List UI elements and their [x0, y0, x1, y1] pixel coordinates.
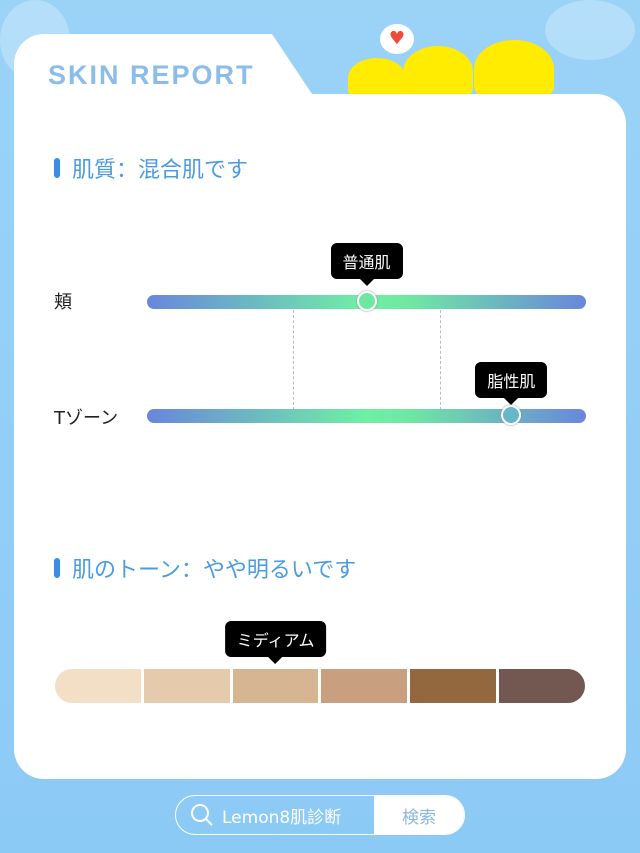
skin-tone-swatch	[143, 669, 230, 703]
tzone-label: Tゾーン	[54, 408, 119, 429]
cheek-value-tooltip: 普通肌	[330, 243, 403, 286]
skin-tone-scale	[55, 669, 585, 703]
search-button[interactable]: 検索	[374, 796, 464, 834]
report-card	[14, 94, 626, 779]
skin-tone-heading: 肌のトーン：やや明るいです	[54, 552, 356, 584]
skin-tone-swatch	[232, 669, 319, 703]
tzone-slider-knob	[501, 405, 522, 425]
search-bar[interactable]: Lemon8肌診断 検索	[175, 795, 465, 835]
divider	[293, 310, 294, 410]
tzone-slider: 脂性肌	[147, 362, 586, 425]
cheek-label: 頬	[54, 292, 72, 313]
skin-tone-tooltip: ミディアム	[224, 621, 327, 664]
tzone-value-tooltip: 脂性肌	[475, 362, 548, 405]
search-input[interactable]: Lemon8肌診断	[176, 796, 374, 834]
search-icon	[191, 804, 213, 826]
skin-type-heading: 肌質：混合肌です	[54, 152, 248, 184]
divider	[440, 310, 441, 410]
cheek-slider-knob	[356, 291, 377, 311]
skin-tone-swatch	[321, 669, 408, 703]
skin-tone-swatch	[499, 669, 585, 703]
cheek-slider: 普通肌	[147, 243, 586, 311]
skin-tone-swatch	[410, 669, 497, 703]
search-query: Lemon8肌診断	[222, 807, 342, 828]
background-bubble	[545, 0, 635, 60]
skin-tone-swatch	[55, 669, 141, 703]
heart-icon: ♥	[380, 24, 414, 54]
page-title: SKIN REPORT	[48, 60, 255, 90]
